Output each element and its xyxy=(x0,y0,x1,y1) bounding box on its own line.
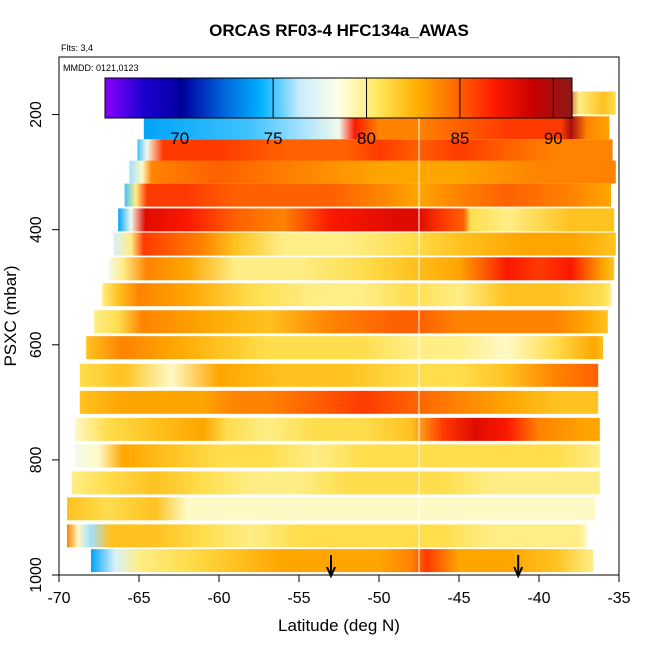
y-axis-label: PSXC (mbar) xyxy=(1,265,20,366)
chart-title: ORCAS RF03-4 HFC134a_AWAS xyxy=(209,21,469,40)
x-tick-label: -40 xyxy=(527,590,550,607)
x-tick-label: -55 xyxy=(287,590,310,607)
mmdd-note: MMDD: 0121,0123 xyxy=(63,63,139,73)
flights-note: Flts: 3,4 xyxy=(61,43,93,53)
data-band xyxy=(118,208,615,232)
colorbar-bar xyxy=(104,77,573,119)
x-tick-label: -45 xyxy=(447,590,470,607)
colorbar-tick-label: 80 xyxy=(357,129,376,148)
data-band xyxy=(91,549,594,573)
axes: -70 -65 -60 -55 -50 -45 -40 -35 200 400 600 800 1000 xyxy=(28,101,631,607)
x-tick-label: -70 xyxy=(47,590,70,607)
data-band xyxy=(79,390,599,414)
y-tick-label: 1000 xyxy=(28,557,45,593)
data-band xyxy=(67,524,587,548)
arrow-head xyxy=(326,566,336,579)
x-axis-label: Latitude (deg N) xyxy=(278,616,400,635)
y-tick-label: 800 xyxy=(28,446,45,473)
y-tick-label: 400 xyxy=(28,216,45,243)
colorbar: 70 75 80 85 90 xyxy=(104,77,573,148)
y-tick-label: 200 xyxy=(28,101,45,128)
data-band xyxy=(75,444,600,468)
colorbar-tick-label: 70 xyxy=(170,129,189,148)
data-band xyxy=(67,497,595,521)
y-tick-label: 600 xyxy=(28,331,45,358)
data-band xyxy=(79,363,599,387)
data-band xyxy=(143,116,610,140)
data-band xyxy=(129,160,616,184)
data-band xyxy=(94,310,608,334)
x-tick-label: -50 xyxy=(367,590,390,607)
colorbar-tick-label: 85 xyxy=(450,129,469,148)
colorbar-tick-label: 90 xyxy=(544,129,563,148)
data-band xyxy=(75,417,600,441)
x-tick-label: -35 xyxy=(607,590,630,607)
overlays xyxy=(326,97,524,579)
data-band xyxy=(108,257,615,281)
colorbar-tick-label: 75 xyxy=(264,129,283,148)
data-band xyxy=(124,183,611,207)
data-band xyxy=(86,336,603,360)
data-band xyxy=(113,232,616,256)
data-band xyxy=(102,283,611,307)
arrow-head xyxy=(513,566,524,579)
data-band xyxy=(71,471,600,495)
x-tick-label: -60 xyxy=(207,590,230,607)
data-band xyxy=(137,139,613,163)
data-layers xyxy=(67,91,616,573)
plot-frame xyxy=(58,56,620,576)
x-tick-label: -65 xyxy=(127,590,150,607)
